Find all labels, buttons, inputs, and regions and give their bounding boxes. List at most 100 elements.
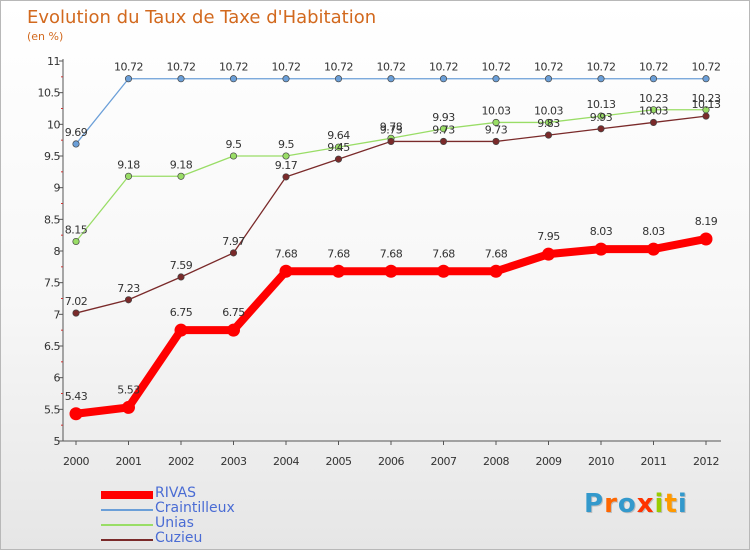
data-point-unias: [597, 112, 605, 120]
data-label-craintilleux: 10.72: [482, 61, 511, 74]
data-label-craintilleux: 10.72: [429, 61, 458, 74]
data-label-unias: 8.15: [65, 224, 88, 237]
x-tick-label: 2008: [483, 455, 509, 468]
data-point-craintilleux: [649, 75, 658, 83]
data-point-rivas: [594, 242, 608, 256]
x-tick-label: 2002: [168, 455, 194, 468]
data-point-cuzieu: [439, 137, 448, 145]
data-label-cuzieu: 9.73: [380, 123, 403, 136]
y-tick-label: 6.5: [44, 340, 60, 353]
data-point-rivas: [489, 264, 503, 278]
data-label-rivas: 7.68: [432, 247, 455, 260]
data-point-cuzieu: [702, 112, 710, 120]
chart-unit-label: (en %): [27, 30, 64, 43]
data-label-craintilleux: 10.72: [272, 61, 301, 74]
data-point-cuzieu: [492, 137, 500, 145]
data-point-craintilleux: [492, 75, 500, 83]
data-point-rivas: [69, 407, 83, 421]
data-label-craintilleux: 10.72: [167, 61, 196, 74]
data-label-unias: 9.64: [327, 129, 350, 142]
data-label-unias: 10.03: [482, 104, 511, 117]
data-point-cuzieu: [229, 249, 238, 257]
y-tick-label: 9: [54, 182, 61, 195]
y-tick-label: 10: [47, 118, 60, 131]
x-tick-label: 2005: [326, 455, 352, 468]
data-point-unias: [544, 118, 553, 126]
data-label-cuzieu: 9.17: [275, 159, 298, 172]
data-label-cuzieu: 9.83: [537, 117, 560, 130]
data-label-unias: 9.5: [226, 138, 242, 151]
data-point-unias: [229, 152, 238, 160]
data-point-cuzieu: [72, 309, 80, 317]
data-point-craintilleux: [439, 75, 448, 83]
data-point-unias: [72, 237, 80, 246]
y-tick-label: 9.5: [44, 150, 60, 163]
data-point-cuzieu: [124, 296, 133, 304]
data-label-rivas: 5.43: [65, 390, 88, 403]
data-label-cuzieu: 10.13: [692, 98, 721, 111]
data-label-craintilleux: 10.72: [324, 61, 353, 74]
legend-swatch: [101, 491, 153, 499]
data-label-craintilleux: 10.72: [114, 61, 143, 74]
data-point-unias: [492, 118, 500, 126]
data-label-unias: 9.78: [380, 120, 403, 133]
legend-swatch: [101, 524, 153, 526]
data-label-rivas: 8.03: [642, 225, 665, 238]
data-point-cuzieu: [177, 273, 185, 281]
data-label-rivas: 7.68: [327, 247, 350, 260]
data-point-craintilleux: [229, 75, 238, 83]
legend-swatch: [101, 509, 153, 511]
y-tick-label: 11: [47, 55, 60, 68]
data-label-rivas: 7.68: [275, 247, 298, 260]
data-point-unias: [177, 172, 185, 180]
series-line-cuzieu: [75, 115, 707, 314]
data-label-craintilleux: 10.72: [377, 61, 406, 74]
x-tick-label: 2000: [63, 455, 89, 468]
y-tick-label: 7: [54, 308, 61, 321]
y-tick-label: 8: [54, 245, 61, 258]
data-label-craintilleux: 10.72: [639, 61, 668, 74]
data-point-unias: [439, 125, 448, 133]
x-tick-label: 2004: [273, 455, 299, 468]
data-label-rivas: 6.75: [170, 306, 193, 319]
data-point-cuzieu: [282, 173, 290, 181]
data-label-cuzieu: 7.23: [117, 282, 140, 295]
data-point-rivas: [332, 264, 345, 278]
data-point-rivas: [279, 264, 293, 278]
data-label-rivas: 8.19: [695, 215, 718, 228]
data-label-rivas: 8.03: [590, 225, 613, 238]
legend-label: RIVAS: [155, 485, 197, 501]
legend-swatch: [101, 539, 153, 541]
chart-axes: 5 5.5 6 6.5 7 7.5 8 8.5 9 9.5 10 10.5 11 2000 2001 2002…: [38, 55, 721, 468]
data-point-craintilleux: [72, 140, 80, 148]
data-point-unias: [124, 172, 133, 180]
x-tick-label: 2007: [431, 455, 457, 468]
y-tick-label: 6: [54, 372, 61, 385]
data-point-cuzieu: [597, 125, 605, 133]
data-label-cuzieu: 7.59: [170, 259, 193, 272]
data-label-unias: 10.23: [692, 92, 721, 105]
data-label-cuzieu: 7.02: [65, 295, 88, 308]
x-tick-label: 2006: [378, 455, 404, 468]
x-tick-label: 2009: [536, 455, 562, 468]
data-point-craintilleux: [544, 75, 553, 83]
x-tick-label: 2012: [693, 455, 719, 468]
data-label-rivas: 7.95: [537, 230, 560, 243]
data-label-craintilleux: 9.69: [65, 126, 88, 139]
data-point-rivas: [174, 323, 188, 337]
data-label-unias: 9.5: [278, 138, 294, 151]
legend-label: Cuzieu: [155, 530, 203, 546]
data-point-rivas: [699, 232, 713, 246]
data-label-cuzieu: 9.45: [327, 141, 350, 154]
data-point-rivas: [227, 323, 240, 337]
data-point-craintilleux: [334, 75, 343, 83]
data-labels-layer: 9.69 10.72 10.72 10.72 10.72 10.72 10.72 10.72 1…: [65, 61, 722, 403]
data-point-unias: [649, 106, 658, 114]
x-tick-label: 2003: [221, 455, 247, 468]
legend-label: Unias: [155, 515, 194, 531]
data-label-craintilleux: 10.72: [587, 61, 616, 74]
data-label-cuzieu: 9.73: [485, 123, 508, 136]
data-point-rivas: [122, 400, 135, 414]
